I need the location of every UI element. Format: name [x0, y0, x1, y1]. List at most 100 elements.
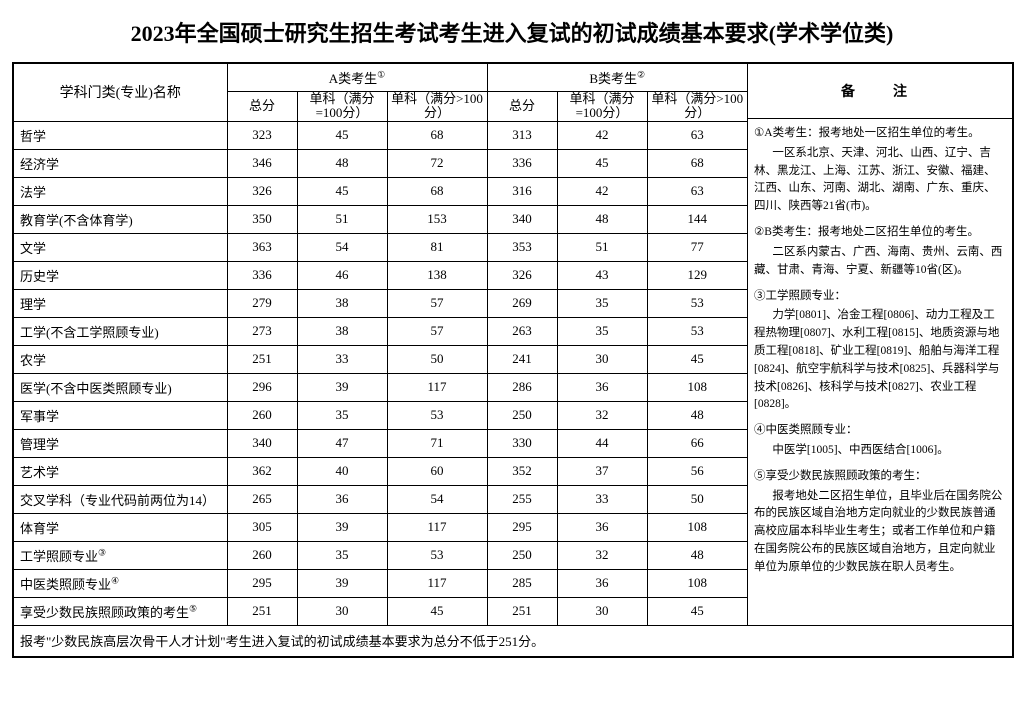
table-row: 体育学3053911729536108 — [14, 513, 747, 541]
score-cell: 363 — [227, 233, 297, 261]
table-row: 医学(不含中医类照顾专业)2963911728636108 — [14, 373, 747, 401]
score-cell: 286 — [487, 373, 557, 401]
score-cell: 48 — [557, 205, 647, 233]
row-name: 法学 — [14, 177, 227, 205]
score-cell: 53 — [387, 541, 487, 569]
score-cell: 144 — [647, 205, 747, 233]
score-cell: 340 — [487, 205, 557, 233]
header-b-over100: 单科（满分>100分） — [647, 92, 747, 122]
score-cell: 45 — [297, 121, 387, 149]
score-cell: 68 — [387, 121, 487, 149]
row-name: 理学 — [14, 289, 227, 317]
header-a-100: 单科（满分=100分） — [297, 92, 387, 122]
score-cell: 362 — [227, 457, 297, 485]
score-cell: 330 — [487, 429, 557, 457]
row-name: 军事学 — [14, 401, 227, 429]
score-cell: 346 — [227, 149, 297, 177]
row-name: 农学 — [14, 345, 227, 373]
note-line: 中医学[1005]、中西医结合[1006]。 — [754, 442, 1006, 460]
row-name: 教育学(不含体育学) — [14, 205, 227, 233]
table-container: 学科门类(专业)名称 A类考生① B类考生② 总分 单科（满分=100分） 单科… — [12, 62, 1014, 658]
score-cell: 32 — [557, 541, 647, 569]
score-cell: 108 — [647, 373, 747, 401]
score-cell: 53 — [647, 289, 747, 317]
score-cell: 38 — [297, 317, 387, 345]
score-cell: 45 — [647, 345, 747, 373]
score-cell: 296 — [227, 373, 297, 401]
score-cell: 37 — [557, 457, 647, 485]
score-cell: 295 — [487, 513, 557, 541]
score-cell: 63 — [647, 177, 747, 205]
row-name: 工学(不含工学照顾专业) — [14, 317, 227, 345]
score-cell: 68 — [647, 149, 747, 177]
score-cell: 60 — [387, 457, 487, 485]
score-cell: 33 — [557, 485, 647, 513]
score-cell: 40 — [297, 457, 387, 485]
row-name: 工学照顾专业③ — [14, 541, 227, 569]
score-cell: 138 — [387, 261, 487, 289]
score-cell: 39 — [297, 373, 387, 401]
note-line: 一区系北京、天津、河北、山西、辽宁、吉林、黑龙江、上海、江苏、浙江、安徽、福建、… — [754, 145, 1006, 216]
header-group-b-text: B类考生 — [589, 71, 637, 86]
score-cell: 30 — [557, 345, 647, 373]
score-cell: 50 — [647, 485, 747, 513]
score-cell: 117 — [387, 373, 487, 401]
score-cell: 35 — [297, 401, 387, 429]
score-cell: 108 — [647, 569, 747, 597]
score-cell: 352 — [487, 457, 557, 485]
score-cell: 45 — [297, 177, 387, 205]
score-cell: 340 — [227, 429, 297, 457]
table-row: 文学36354813535177 — [14, 233, 747, 261]
score-cell: 255 — [487, 485, 557, 513]
score-cell: 32 — [557, 401, 647, 429]
footer-table: 报考"少数民族高层次骨干人才计划"考生进入复试的初试成绩基本要求为总分不低于25… — [14, 625, 1012, 656]
row-name: 经济学 — [14, 149, 227, 177]
score-cell: 77 — [647, 233, 747, 261]
table-row: 农学25133502413045 — [14, 345, 747, 373]
table-row: 艺术学36240603523756 — [14, 457, 747, 485]
row-sup: ③ — [98, 547, 106, 557]
score-cell: 36 — [557, 513, 647, 541]
table-row: 交叉学科（专业代码前两位为14）26536542553350 — [14, 485, 747, 513]
score-cell: 323 — [227, 121, 297, 149]
row-sup: ④ — [111, 575, 119, 585]
score-cell: 336 — [487, 149, 557, 177]
page-title: 2023年全国硕士研究生招生考试考生进入复试的初试成绩基本要求(学术学位类) — [12, 16, 1012, 48]
score-cell: 56 — [647, 457, 747, 485]
score-cell: 260 — [227, 401, 297, 429]
score-cell: 45 — [557, 149, 647, 177]
row-name: 享受少数民族照顾政策的考生⑤ — [14, 597, 227, 625]
score-cell: 250 — [487, 541, 557, 569]
header-b-100: 单科（满分=100分） — [557, 92, 647, 122]
score-cell: 46 — [297, 261, 387, 289]
header-group-a: A类考生① — [227, 64, 487, 92]
score-cell: 153 — [387, 205, 487, 233]
row-name: 文学 — [14, 233, 227, 261]
score-cell: 63 — [647, 121, 747, 149]
score-cell: 316 — [487, 177, 557, 205]
note-line: ③工学照顾专业： — [754, 288, 1006, 306]
score-cell: 108 — [647, 513, 747, 541]
score-cell: 350 — [227, 205, 297, 233]
score-cell: 54 — [387, 485, 487, 513]
row-sup: ⑤ — [189, 603, 197, 613]
note-line: 二区系内蒙古、广西、海南、贵州、云南、西藏、甘肃、青海、宁夏、新疆等10省(区)… — [754, 244, 1006, 280]
row-name: 哲学 — [14, 121, 227, 149]
score-cell: 51 — [557, 233, 647, 261]
score-cell: 39 — [297, 513, 387, 541]
row-name: 医学(不含中医类照顾专业) — [14, 373, 227, 401]
table-row: 工学(不含工学照顾专业)27338572633553 — [14, 317, 747, 345]
header-a-over100: 单科（满分>100分） — [387, 92, 487, 122]
score-cell: 295 — [227, 569, 297, 597]
score-cell: 251 — [227, 597, 297, 625]
score-cell: 36 — [557, 373, 647, 401]
score-cell: 263 — [487, 317, 557, 345]
table-row: 中医类照顾专业④2953911728536108 — [14, 569, 747, 597]
score-cell: 305 — [227, 513, 297, 541]
row-name: 历史学 — [14, 261, 227, 289]
note-line: 力学[0801]、冶金工程[0806]、动力工程及工程热物理[0807]、水利工… — [754, 307, 1006, 414]
note-line: ⑤享受少数民族照顾政策的考生： — [754, 468, 1006, 486]
score-cell: 48 — [647, 401, 747, 429]
table-row: 哲学32345683134263 — [14, 121, 747, 149]
score-cell: 42 — [557, 121, 647, 149]
